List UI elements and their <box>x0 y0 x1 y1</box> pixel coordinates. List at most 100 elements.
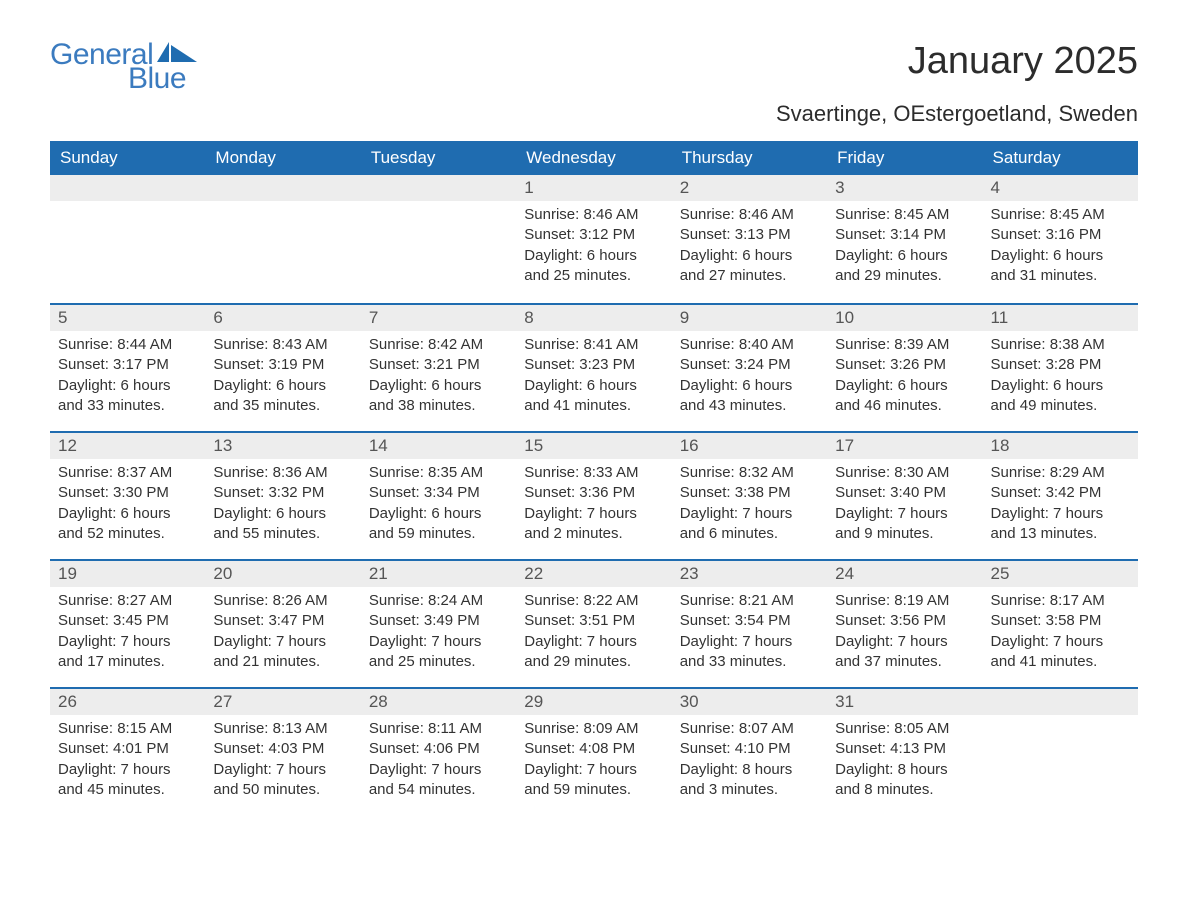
sunset-line: Sunset: 3:24 PM <box>680 355 819 375</box>
day-body: Sunrise: 8:07 AMSunset: 4:10 PMDaylight:… <box>672 719 827 800</box>
daylight-line: Daylight: 6 hours and 55 minutes. <box>213 504 352 545</box>
week-row: 5Sunrise: 8:44 AMSunset: 3:17 PMDaylight… <box>50 303 1138 431</box>
day-cell: 14Sunrise: 8:35 AMSunset: 3:34 PMDayligh… <box>361 433 516 559</box>
day-body: Sunrise: 8:21 AMSunset: 3:54 PMDaylight:… <box>672 591 827 672</box>
day-number: 2 <box>672 175 827 201</box>
daylight-line: Daylight: 8 hours and 8 minutes. <box>835 760 974 801</box>
day-number: 12 <box>50 433 205 459</box>
sunrise-line: Sunrise: 8:05 AM <box>835 719 974 739</box>
daylight-line: Daylight: 7 hours and 21 minutes. <box>213 632 352 673</box>
sunset-line: Sunset: 4:06 PM <box>369 739 508 759</box>
day-body: Sunrise: 8:33 AMSunset: 3:36 PMDaylight:… <box>516 463 671 544</box>
day-body: Sunrise: 8:19 AMSunset: 3:56 PMDaylight:… <box>827 591 982 672</box>
sunrise-line: Sunrise: 8:09 AM <box>524 719 663 739</box>
day-body: Sunrise: 8:13 AMSunset: 4:03 PMDaylight:… <box>205 719 360 800</box>
week-row: 12Sunrise: 8:37 AMSunset: 3:30 PMDayligh… <box>50 431 1138 559</box>
sunset-line: Sunset: 3:56 PM <box>835 611 974 631</box>
sunset-line: Sunset: 4:10 PM <box>680 739 819 759</box>
day-number: 24 <box>827 561 982 587</box>
title-block: January 2025 Svaertinge, OEstergoetland,… <box>776 40 1138 127</box>
sunrise-line: Sunrise: 8:37 AM <box>58 463 197 483</box>
sunset-line: Sunset: 4:01 PM <box>58 739 197 759</box>
daylight-line: Daylight: 6 hours and 41 minutes. <box>524 376 663 417</box>
day-number <box>361 175 516 201</box>
daylight-line: Daylight: 7 hours and 25 minutes. <box>369 632 508 673</box>
sunrise-line: Sunrise: 8:43 AM <box>213 335 352 355</box>
day-number <box>50 175 205 201</box>
day-number: 18 <box>983 433 1138 459</box>
sunrise-line: Sunrise: 8:07 AM <box>680 719 819 739</box>
sunset-line: Sunset: 3:21 PM <box>369 355 508 375</box>
day-number: 16 <box>672 433 827 459</box>
sunset-line: Sunset: 3:12 PM <box>524 225 663 245</box>
day-number: 14 <box>361 433 516 459</box>
day-number <box>983 689 1138 715</box>
day-number: 29 <box>516 689 671 715</box>
day-cell: 29 Sunrise: 8:09 AMSunset: 4:08 PMDayligh… <box>516 689 671 815</box>
daylight-line: Daylight: 7 hours and 37 minutes. <box>835 632 974 673</box>
daylight-line: Daylight: 6 hours and 25 minutes. <box>524 246 663 287</box>
daylight-line: Daylight: 6 hours and 52 minutes. <box>58 504 197 545</box>
day-cell: 26Sunrise: 8:15 AMSunset: 4:01 PMDayligh… <box>50 689 205 815</box>
day-number: 7 <box>361 305 516 331</box>
day-body: Sunrise: 8:09 AMSunset: 4:08 PMDaylight:… <box>516 719 671 800</box>
page-header: General Blue January 2025 Svaertinge, OE… <box>50 40 1138 127</box>
day-number: 4 <box>983 175 1138 201</box>
day-cell <box>50 175 205 303</box>
day-body: Sunrise: 8:42 AMSunset: 3:21 PMDaylight:… <box>361 335 516 416</box>
daylight-line: Daylight: 7 hours and 2 minutes. <box>524 504 663 545</box>
brand-word2: Blue <box>128 64 197 94</box>
day-number: 28 <box>361 689 516 715</box>
day-number: 19 <box>50 561 205 587</box>
day-body: Sunrise: 8:24 AMSunset: 3:49 PMDaylight:… <box>361 591 516 672</box>
day-number: 1 <box>516 175 671 201</box>
sunrise-line: Sunrise: 8:30 AM <box>835 463 974 483</box>
daylight-line: Daylight: 7 hours and 29 minutes. <box>524 632 663 673</box>
sunset-line: Sunset: 3:19 PM <box>213 355 352 375</box>
sunset-line: Sunset: 3:30 PM <box>58 483 197 503</box>
day-number: 23 <box>672 561 827 587</box>
daylight-line: Daylight: 7 hours and 13 minutes. <box>991 504 1130 545</box>
day-body: Sunrise: 8:41 AMSunset: 3:23 PMDaylight:… <box>516 335 671 416</box>
sunrise-line: Sunrise: 8:27 AM <box>58 591 197 611</box>
sunrise-line: Sunrise: 8:45 AM <box>991 205 1130 225</box>
day-body: Sunrise: 8:38 AMSunset: 3:28 PMDaylight:… <box>983 335 1138 416</box>
sunset-line: Sunset: 3:36 PM <box>524 483 663 503</box>
daylight-line: Daylight: 6 hours and 43 minutes. <box>680 376 819 417</box>
sunset-line: Sunset: 3:32 PM <box>213 483 352 503</box>
day-cell: 5Sunrise: 8:44 AMSunset: 3:17 PMDaylight… <box>50 305 205 431</box>
day-cell: 7 Sunrise: 8:42 AMSunset: 3:21 PMDaylight… <box>361 305 516 431</box>
day-body: Sunrise: 8:39 AMSunset: 3:26 PMDaylight:… <box>827 335 982 416</box>
day-body: Sunrise: 8:11 AMSunset: 4:06 PMDaylight:… <box>361 719 516 800</box>
daylight-line: Daylight: 7 hours and 6 minutes. <box>680 504 819 545</box>
day-cell: 19Sunrise: 8:27 AMSunset: 3:45 PMDayligh… <box>50 561 205 687</box>
dow-wednesday: Wednesday <box>516 141 671 175</box>
sunrise-line: Sunrise: 8:42 AM <box>369 335 508 355</box>
sunset-line: Sunset: 3:13 PM <box>680 225 819 245</box>
day-body: Sunrise: 8:46 AMSunset: 3:13 PMDaylight:… <box>672 205 827 286</box>
day-cell <box>983 689 1138 815</box>
day-cell: 30Sunrise: 8:07 AMSunset: 4:10 PMDayligh… <box>672 689 827 815</box>
dow-sunday: Sunday <box>50 141 205 175</box>
week-row: 26Sunrise: 8:15 AMSunset: 4:01 PMDayligh… <box>50 687 1138 815</box>
week-row: 1Sunrise: 8:46 AMSunset: 3:12 PMDaylight… <box>50 175 1138 303</box>
daylight-line: Daylight: 6 hours and 38 minutes. <box>369 376 508 417</box>
day-cell: 1Sunrise: 8:46 AMSunset: 3:12 PMDaylight… <box>516 175 671 303</box>
day-body: Sunrise: 8:30 AMSunset: 3:40 PMDaylight:… <box>827 463 982 544</box>
location-subtitle: Svaertinge, OEstergoetland, Sweden <box>776 101 1138 127</box>
day-body: Sunrise: 8:17 AMSunset: 3:58 PMDaylight:… <box>983 591 1138 672</box>
week-row: 19Sunrise: 8:27 AMSunset: 3:45 PMDayligh… <box>50 559 1138 687</box>
day-number: 21 <box>361 561 516 587</box>
day-cell: 21 Sunrise: 8:24 AMSunset: 3:49 PMDayligh… <box>361 561 516 687</box>
day-number: 9 <box>672 305 827 331</box>
day-body: Sunrise: 8:37 AMSunset: 3:30 PMDaylight:… <box>50 463 205 544</box>
daylight-line: Daylight: 8 hours and 3 minutes. <box>680 760 819 801</box>
sunrise-line: Sunrise: 8:21 AM <box>680 591 819 611</box>
day-body: Sunrise: 8:22 AMSunset: 3:51 PMDaylight:… <box>516 591 671 672</box>
brand-logo: General Blue <box>50 40 197 94</box>
sunrise-line: Sunrise: 8:44 AM <box>58 335 197 355</box>
sunrise-line: Sunrise: 8:38 AM <box>991 335 1130 355</box>
sunset-line: Sunset: 3:34 PM <box>369 483 508 503</box>
sunset-line: Sunset: 3:38 PM <box>680 483 819 503</box>
day-number: 13 <box>205 433 360 459</box>
